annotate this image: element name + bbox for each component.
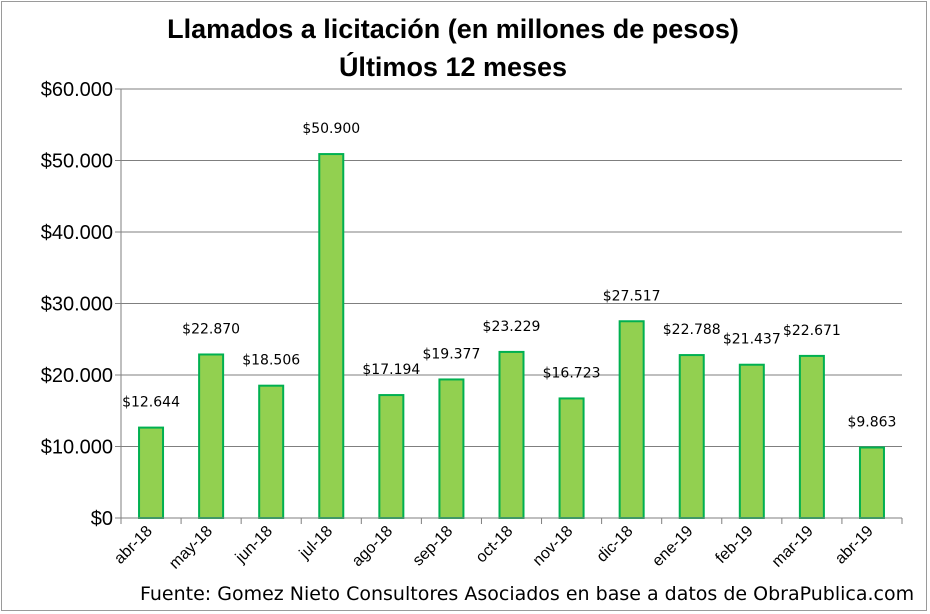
- data-label: $18.506: [242, 353, 300, 369]
- x-tick-label: may-18: [166, 523, 216, 573]
- bar: [138, 426, 165, 519]
- data-label: $23.229: [483, 319, 541, 335]
- x-tick-label: feb-19: [713, 523, 757, 567]
- data-label: $12.644: [122, 395, 180, 411]
- data-label: $50.900: [302, 121, 360, 137]
- data-label: $17.194: [362, 362, 420, 378]
- data-label: $9.863: [847, 414, 896, 430]
- bar: [378, 394, 405, 519]
- x-tick-label: jul-18: [296, 523, 336, 563]
- x-tick-label: abr-19: [832, 523, 877, 568]
- source-note: Fuente: Gomez Nieto Consultores Asociado…: [140, 583, 915, 605]
- y-tick-label: $20.000: [41, 365, 113, 387]
- data-labels: $12.644 $22.870$18.506 $50.900 $17.194$19.3…: [122, 121, 896, 430]
- axes: [120, 89, 903, 524]
- data-label: $22.870: [182, 321, 240, 337]
- x-tick-label: ago-18: [349, 523, 396, 570]
- x-tick-label: oct-18: [473, 523, 517, 567]
- bar: [618, 320, 645, 519]
- x-tick-label: dic-18: [594, 523, 637, 566]
- y-tick-label: $40.000: [41, 222, 113, 244]
- y-tick-label: $50.000: [41, 151, 113, 173]
- y-tick-label: $30.000: [41, 294, 113, 316]
- data-label: $16.723: [543, 365, 601, 381]
- y-tick-label: $0: [91, 508, 113, 530]
- x-tick-label: nov-18: [530, 523, 577, 570]
- y-axis-ticks: $0 $10.000 $20.000 $30.000 $40.000 $50.000 $60…: [41, 79, 121, 530]
- x-tick-label: sep-18: [410, 523, 457, 570]
- x-tick-label: jun-18: [232, 523, 276, 567]
- y-tick-label: $10.000: [41, 437, 113, 459]
- data-label: $22.788: [663, 322, 721, 338]
- x-tick-label: abr-18: [111, 523, 156, 568]
- data-label: $21.437: [723, 332, 781, 348]
- bar: [318, 153, 345, 519]
- bar: [678, 354, 705, 519]
- data-label: $19.377: [422, 346, 480, 362]
- bar: [258, 384, 285, 519]
- y-tick-label: $60.000: [41, 79, 113, 101]
- bar: [858, 446, 885, 519]
- bar: [498, 350, 525, 520]
- chart-subtitle: Últimos 12 meses: [338, 52, 568, 82]
- bar: [198, 353, 225, 519]
- bar: [798, 354, 825, 519]
- x-tick-label: mar-19: [769, 523, 817, 571]
- data-label: $27.517: [603, 288, 661, 304]
- bar: [738, 363, 765, 520]
- bars: [138, 153, 885, 520]
- bar: [558, 397, 585, 519]
- bar: [438, 378, 465, 519]
- x-axis-ticks: abr-18 may-18 jun-18 jul-18 ago-18 sep-18 oct-…: [111, 523, 877, 573]
- gridlines: [121, 88, 902, 447]
- x-tick-label: ene-19: [649, 523, 696, 570]
- data-label: $22.671: [783, 323, 841, 339]
- chart-title: Llamados a licitación (en millones de pe…: [167, 14, 739, 44]
